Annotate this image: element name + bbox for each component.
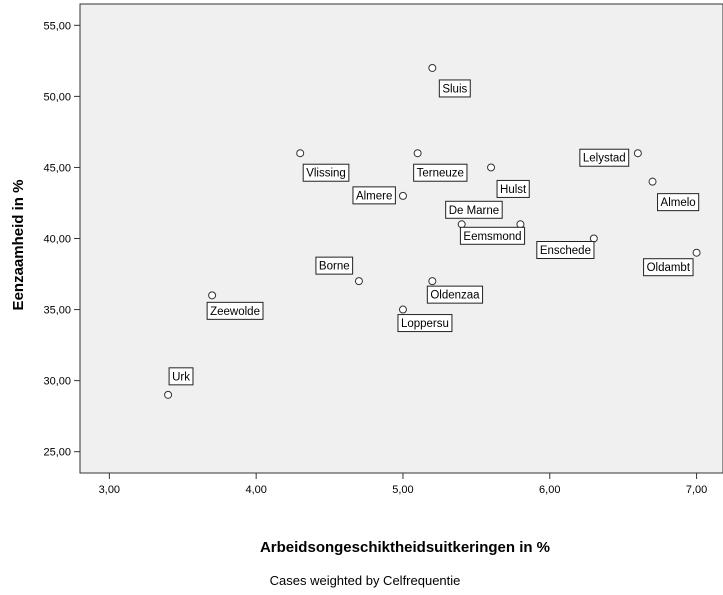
point-label: Hulst bbox=[496, 179, 530, 198]
data-point bbox=[428, 277, 437, 286]
point-label: Eemsmond bbox=[459, 226, 526, 245]
point-label-text: Lelystad bbox=[583, 153, 626, 165]
x-axis-title: Arbeidsongeschiktheidsuitkeringen in % bbox=[260, 539, 550, 556]
point-label-text: Zeewolde bbox=[210, 306, 260, 318]
y-tick-label: 35,00 bbox=[43, 305, 71, 317]
point-label-text: Almere bbox=[356, 190, 392, 202]
point-label-text: Oldambt bbox=[647, 262, 691, 274]
y-tick-label: 55,00 bbox=[43, 20, 71, 32]
point-label: Almere bbox=[352, 186, 396, 205]
data-point bbox=[208, 291, 217, 300]
point-label-box bbox=[352, 186, 396, 205]
y-tick-label: 30,00 bbox=[43, 376, 71, 388]
data-point bbox=[589, 234, 598, 243]
point-label-box bbox=[438, 79, 471, 98]
point-label-text: Hulst bbox=[500, 184, 527, 196]
data-point bbox=[428, 63, 437, 72]
x-tick-label: 5,00 bbox=[392, 484, 413, 496]
data-point bbox=[633, 149, 642, 158]
data-point bbox=[457, 220, 466, 229]
point-label: Lelystad bbox=[579, 148, 630, 167]
y-axis-title: Eenzaamheid in % bbox=[10, 180, 27, 311]
data-point bbox=[296, 149, 305, 158]
point-label-box bbox=[397, 314, 453, 333]
point-label: Oldenzaa bbox=[426, 285, 484, 304]
point-label-box bbox=[459, 226, 526, 245]
data-point bbox=[398, 305, 407, 314]
point-labels: Sluis Vlissing Terneuze Hulst Lelystad Almelo… bbox=[168, 79, 700, 386]
point-label-box bbox=[536, 241, 595, 259]
y-tick-label: 40,00 bbox=[43, 234, 71, 246]
point-label-box bbox=[413, 163, 468, 182]
point-label: Loppersu bbox=[397, 314, 453, 333]
point-label-box bbox=[643, 258, 694, 277]
x-tick-label: 6,00 bbox=[539, 484, 560, 496]
data-point bbox=[398, 191, 407, 200]
point-label: Borne bbox=[315, 256, 354, 275]
point-label-text: Loppersu bbox=[401, 318, 449, 330]
point-label-text: Enschede bbox=[540, 245, 591, 257]
point-label-text: Urk bbox=[172, 371, 190, 383]
point-label-box bbox=[302, 163, 350, 182]
point-label: Vlissing bbox=[302, 163, 350, 182]
point-label-box bbox=[657, 193, 700, 212]
y-axis: 25,00 30,00 35,00 40,00 45,00 50,00 55,00 bbox=[43, 20, 80, 459]
point-label: Zeewolde bbox=[206, 301, 264, 320]
point-label-text: Sluis bbox=[442, 83, 467, 95]
point-label: Oldambt bbox=[643, 258, 694, 277]
point-label-box bbox=[315, 256, 354, 275]
point-label-box bbox=[579, 148, 630, 167]
x-tick-label: 7,00 bbox=[686, 484, 707, 496]
x-tick-label: 4,00 bbox=[245, 484, 266, 496]
point-label: Sluis bbox=[438, 79, 471, 98]
point-label: Almelo bbox=[657, 193, 700, 212]
chart-footnote: Cases weighted by Celfrequentie bbox=[270, 573, 461, 588]
y-tick-label: 25,00 bbox=[43, 447, 71, 459]
point-label-text: Eemsmond bbox=[463, 231, 521, 243]
point-label-text: Vlissing bbox=[306, 168, 346, 180]
data-point bbox=[692, 248, 701, 257]
data-point bbox=[164, 390, 173, 399]
y-tick-label: 50,00 bbox=[43, 91, 71, 103]
data-point bbox=[487, 163, 496, 172]
point-label-text: Oldenzaa bbox=[430, 290, 480, 302]
data-point bbox=[354, 277, 363, 286]
point-label: Urk bbox=[168, 367, 194, 386]
point-label-text: Borne bbox=[319, 261, 350, 273]
point-label-box bbox=[445, 200, 503, 219]
data-point bbox=[516, 220, 525, 229]
data-point bbox=[413, 149, 422, 158]
x-tick-label: 3,00 bbox=[99, 484, 120, 496]
plot-area bbox=[79, 3, 723, 474]
point-label-box bbox=[168, 367, 194, 386]
x-axis: 3,00 4,00 5,00 6,00 7,00 bbox=[99, 473, 707, 496]
y-tick-label: 45,00 bbox=[43, 162, 71, 174]
point-label: De Marne bbox=[445, 200, 503, 219]
point-label-text: Almelo bbox=[661, 197, 696, 209]
point-label: Enschede bbox=[536, 241, 595, 259]
point-label-box bbox=[426, 285, 484, 304]
point-label-box bbox=[206, 301, 264, 320]
point-label-box bbox=[496, 179, 530, 198]
point-label-text: Terneuze bbox=[417, 168, 464, 180]
data-point bbox=[648, 177, 657, 186]
point-label-text: De Marne bbox=[449, 205, 500, 217]
point-label: Terneuze bbox=[413, 163, 468, 182]
